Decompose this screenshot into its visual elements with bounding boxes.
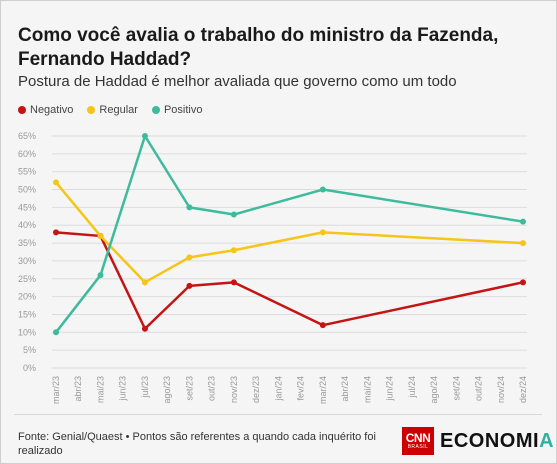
x-tick-label: mar/23 [51,376,61,404]
x-tick-label: jun/24 [385,376,395,402]
legend-swatch-negativo [18,106,26,114]
x-tick-label: ago/24 [429,376,439,404]
x-tick-label: nov/23 [229,376,239,403]
legend-label-regular: Regular [99,104,138,116]
x-tick-label: out/24 [474,376,484,401]
legend-item-regular[interactable]: Regular [87,104,138,116]
x-tick-label: dez/24 [518,376,528,403]
legend-item-positivo[interactable]: Positivo [151,104,203,116]
data-point-regular [53,179,59,186]
data-point-regular [186,254,193,261]
x-tick-label: out/23 [207,376,217,401]
x-tick-label: nov/24 [496,376,506,403]
y-tick-label: 0% [23,363,36,373]
x-tick-label: set/24 [451,376,461,401]
brand-logo: CNN BRASIL ECONOMIA [402,427,554,455]
data-point-positivo [186,204,193,211]
legend-item-negativo[interactable]: Negativo [18,104,73,116]
chart-subtitle: Postura de Haddad é melhor avaliada que … [18,73,457,90]
series-line-positivo [55,134,524,334]
data-point-regular [141,279,148,286]
y-tick-label: 25% [18,274,36,284]
footer-divider [14,414,542,415]
line-chart: 0% 5% 10% 15% 20% 25% 30% 35% 40% 45% 50% 55% 60% 65%… [18,131,528,404]
y-tick-label: 35% [18,238,36,248]
y-tick-label: 15% [18,309,36,319]
x-tick-label: set/23 [184,376,194,401]
data-point-negativo [520,279,526,286]
chart-title: Como você avalia o trabalho do ministro … [18,25,499,70]
x-tick-label: mai/24 [362,376,372,403]
x-tick-label: fev/24 [296,376,306,401]
data-point-positivo [141,133,148,139]
y-tick-label: 55% [18,167,36,177]
y-tick-label: 5% [23,345,36,355]
x-tick-label: jan/24 [273,376,283,402]
y-tick-label: 45% [18,202,36,212]
data-point-regular [520,240,526,247]
data-point-positivo [53,329,59,336]
y-tick-label: 10% [18,327,36,337]
data-point-negativo [141,325,148,332]
data-point-positivo [520,218,526,225]
y-tick-label: 50% [18,185,36,195]
legend-swatch-positivo [151,106,160,114]
x-tick-label: ago/23 [162,376,172,404]
x-tick-label: jul/24 [407,376,417,399]
legend-label-negativo: Negativo [30,104,74,116]
source-note: Fonte: Genial/Quaest • Pontos são refere… [18,431,376,457]
legend-swatch-regular [87,106,96,114]
x-tick-label: jul/23 [140,376,150,399]
data-point-positivo [319,186,326,193]
y-tick-label: 40% [18,220,36,230]
y-tick-label: 65% [18,131,36,141]
data-point-negativo [319,322,326,329]
legend-label-positivo: Positivo [163,104,203,116]
economia-wordmark: ECONOMIA [440,430,554,453]
cnn-logo: CNN BRASIL [402,427,434,455]
data-point-negativo [186,282,193,289]
data-point-positivo [230,211,237,218]
y-tick-label: 20% [18,292,36,302]
economia-wordmark-main: ECONOMI [440,429,540,452]
x-tick-label: mai/23 [95,376,105,403]
x-tick-label: mar/24 [318,376,328,404]
data-point-negativo [53,229,59,236]
cnn-logo-sub: BRASIL [407,444,429,450]
data-point-positivo [97,272,104,279]
y-tick-label: 60% [18,149,36,159]
chart-legend: Negativo Regular Positivo [18,104,202,116]
cnn-logo-text: CNN [405,431,431,445]
data-point-regular [319,229,326,236]
data-point-regular [230,247,237,254]
x-tick-label: dez/23 [251,376,261,403]
x-tick-label: jun/23 [118,376,128,402]
x-tick-label: abr/24 [340,376,350,402]
y-tick-label: 30% [18,256,36,266]
data-point-negativo [230,279,237,286]
x-tick-label: abr/23 [73,376,83,402]
economia-wordmark-accent: A [539,429,555,452]
data-point-regular [97,232,104,239]
